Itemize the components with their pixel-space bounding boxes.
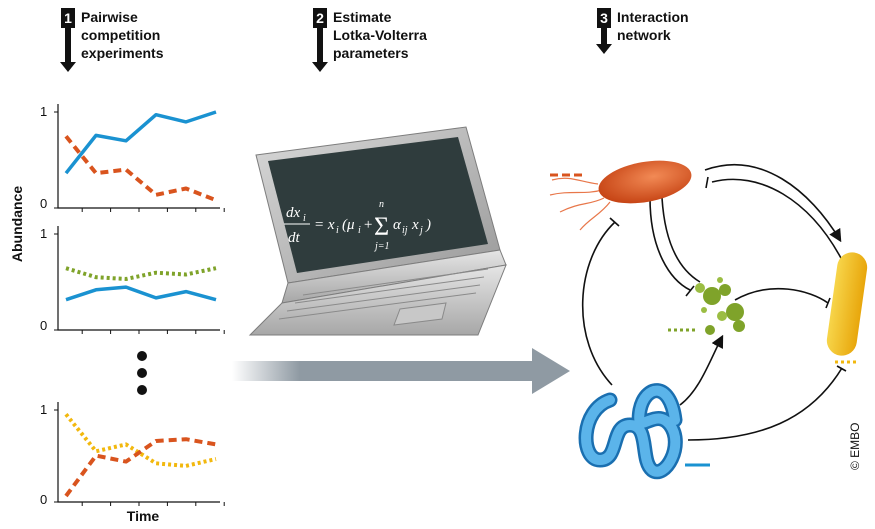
series-yellow-line <box>64 413 217 468</box>
blue-bacterium-icon <box>578 383 710 480</box>
svg-text:(μ: (μ <box>342 217 355 233</box>
step-1-heading: 1 Pairwise competition experiments <box>60 8 231 72</box>
svg-text:ij: ij <box>402 225 408 236</box>
series-orange-line <box>64 135 217 203</box>
step-1-title: Pairwise competition experiments <box>81 9 164 61</box>
x-axis-label: Time <box>126 508 160 524</box>
svg-text:dt: dt <box>288 230 301 246</box>
step-2-stem <box>317 28 323 62</box>
step-2-heading: 2 Estimate Lotka-Volterra parameters <box>312 8 483 72</box>
step-3-stem <box>601 28 607 44</box>
inhibition-bar-icon <box>836 365 847 372</box>
chart-2-tick-1: 1 <box>40 226 48 241</box>
inhibition-bar-icon <box>705 176 709 189</box>
abundance-chart-1 <box>54 104 225 212</box>
svg-text:i: i <box>336 225 339 236</box>
series-blue-line <box>65 285 217 302</box>
chart-2-tick-0: 0 <box>40 318 48 333</box>
inhibition-bar-icon <box>825 297 831 309</box>
edge-blue-inhibits-yellow <box>687 367 843 441</box>
chart-1-tick-0: 0 <box>40 196 48 211</box>
more-charts-ellipsis-icon <box>137 351 147 395</box>
chart-3-tick-0: 0 <box>40 492 48 507</box>
svg-text:j: j <box>418 225 423 236</box>
step-2-title: Estimate Lotka-Volterra parameters <box>333 9 427 61</box>
series-green-line <box>65 266 217 281</box>
inhibition-bar-icon <box>609 217 620 227</box>
series-blue-line <box>64 110 217 175</box>
edge-orange-to-yellow <box>704 164 842 243</box>
step-2-number: 2 <box>313 8 327 28</box>
step-3-number: 3 <box>597 8 611 28</box>
green-bacteria-cluster-icon <box>668 277 745 335</box>
yellow-bacterium-icon <box>826 252 868 364</box>
svg-text:dx: dx <box>286 205 301 221</box>
edge-green-inhibits-yellow <box>734 287 829 304</box>
step-1-stem <box>65 28 71 62</box>
svg-text:n: n <box>379 199 384 210</box>
svg-text:): ) <box>425 217 431 233</box>
step-1-down-arrow-icon <box>60 62 76 72</box>
svg-text:α: α <box>393 217 402 233</box>
step-3-heading: 3 Interaction network <box>596 8 767 54</box>
edge-blue-to-green <box>679 334 724 406</box>
abundance-chart-3 <box>54 402 225 506</box>
svg-text:x: x <box>411 217 419 233</box>
svg-text:j=1: j=1 <box>373 241 390 252</box>
edge-blue-inhibits-orange <box>581 221 616 386</box>
svg-text:= x: = x <box>314 217 335 233</box>
step-2-down-arrow-icon <box>312 62 328 72</box>
inhibition-bar-icon <box>685 285 695 297</box>
svg-text:+: + <box>363 217 373 233</box>
edge-orange-inhibits-green <box>649 197 691 291</box>
svg-text:i: i <box>303 213 306 224</box>
step-3-down-arrow-icon <box>596 44 612 54</box>
edge-yellow-inhibits-orange <box>711 178 843 261</box>
orange-bacterium-icon <box>549 160 692 231</box>
svg-text:Σ: Σ <box>374 212 389 241</box>
chart-3-tick-1: 1 <box>40 402 48 417</box>
step-3-title: Interaction network <box>617 9 689 43</box>
edge-green-to-orange <box>661 197 701 283</box>
interaction-network <box>549 160 868 480</box>
svg-text:i: i <box>358 225 361 236</box>
chart-1-tick-1: 1 <box>40 104 48 119</box>
abundance-chart-2 <box>54 226 225 334</box>
step-1-number: 1 <box>61 8 75 28</box>
process-arrow-icon <box>232 348 570 394</box>
copyright-credit: © EMBO <box>848 422 862 470</box>
series-orange-line <box>64 437 217 498</box>
